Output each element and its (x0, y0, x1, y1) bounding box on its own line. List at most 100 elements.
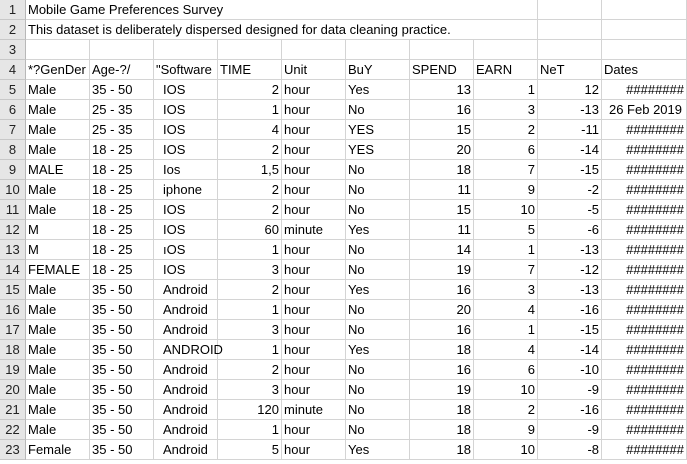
cell-buy[interactable]: Yes (346, 280, 410, 300)
cell-net[interactable]: -14 (538, 140, 602, 160)
cell-age[interactable]: 18 - 25 (90, 200, 154, 220)
cell-gender[interactable]: Male (26, 80, 90, 100)
row-header[interactable]: 2 (0, 20, 26, 40)
column-header-unit[interactable]: Unit (282, 60, 346, 80)
cell-dates[interactable]: ######## (602, 360, 687, 380)
sheet-title[interactable]: Mobile Game Preferences Survey (28, 2, 224, 17)
cell-net[interactable]: -9 (538, 420, 602, 440)
cell-time[interactable]: 1 (218, 240, 282, 260)
row-header[interactable]: 15 (0, 280, 26, 300)
cell-age[interactable]: 35 - 50 (90, 280, 154, 300)
empty-cell[interactable] (154, 40, 218, 60)
cell-gender[interactable]: MALE (26, 160, 90, 180)
cell-unit[interactable]: hour (282, 300, 346, 320)
cell-earn[interactable]: 6 (474, 140, 538, 160)
empty-cell[interactable] (154, 0, 218, 20)
cell-age[interactable]: 35 - 50 (90, 340, 154, 360)
cell-age[interactable]: 35 - 50 (90, 360, 154, 380)
cell-spend[interactable]: 18 (410, 160, 474, 180)
empty-cell[interactable] (90, 20, 154, 40)
cell-age[interactable]: 18 - 25 (90, 240, 154, 260)
cell-dates[interactable]: ######## (602, 320, 687, 340)
cell-earn[interactable]: 3 (474, 280, 538, 300)
cell-gender[interactable]: M (26, 240, 90, 260)
cell-dates[interactable]: ######## (602, 400, 687, 420)
cell-earn[interactable]: 10 (474, 440, 538, 460)
cell-net[interactable]: -2 (538, 180, 602, 200)
cell-software[interactable]: Android (154, 300, 218, 320)
cell-time[interactable]: 1 (218, 100, 282, 120)
empty-cell[interactable] (602, 40, 687, 60)
row-header[interactable]: 14 (0, 260, 26, 280)
cell-buy[interactable]: No (346, 420, 410, 440)
cell-net[interactable]: -14 (538, 340, 602, 360)
cell-dates[interactable]: ######## (602, 280, 687, 300)
cell-gender[interactable]: FEMALE (26, 260, 90, 280)
cell-gender[interactable]: Male (26, 420, 90, 440)
row-header[interactable]: 6 (0, 100, 26, 120)
cell-buy[interactable]: No (346, 240, 410, 260)
cell-spend[interactable]: 16 (410, 320, 474, 340)
cell-buy[interactable]: Yes (346, 220, 410, 240)
row-header[interactable]: 23 (0, 440, 26, 460)
cell-buy[interactable]: No (346, 200, 410, 220)
cell-net[interactable]: -13 (538, 240, 602, 260)
cell-spend[interactable]: 14 (410, 240, 474, 260)
cell-earn[interactable]: 9 (474, 420, 538, 440)
cell-time[interactable]: 60 (218, 220, 282, 240)
sheet-description[interactable]: This dataset is deliberately dispersed d… (28, 22, 451, 37)
cell-gender[interactable]: Male (26, 400, 90, 420)
cell-spend[interactable]: 11 (410, 220, 474, 240)
cell-time[interactable]: 5 (218, 440, 282, 460)
cell-dates[interactable]: ######## (602, 240, 687, 260)
empty-cell[interactable] (602, 20, 687, 40)
cell-net[interactable]: -5 (538, 200, 602, 220)
cell-buy[interactable]: No (346, 360, 410, 380)
cell-software[interactable]: Android (154, 380, 218, 400)
cell-gender[interactable]: Male (26, 100, 90, 120)
row-header[interactable]: 19 (0, 360, 26, 380)
cell-software[interactable]: Android (154, 360, 218, 380)
cell-age[interactable]: 35 - 50 (90, 300, 154, 320)
cell-software[interactable]: Android (154, 440, 218, 460)
empty-cell[interactable] (218, 20, 282, 40)
cell-net[interactable]: -9 (538, 380, 602, 400)
cell-gender[interactable]: M (26, 220, 90, 240)
cell-unit[interactable]: hour (282, 100, 346, 120)
cell-time[interactable]: 2 (218, 80, 282, 100)
cell-age[interactable]: 35 - 50 (90, 380, 154, 400)
cell-dates[interactable]: ######## (602, 440, 687, 460)
empty-cell[interactable] (218, 0, 282, 20)
cell-net[interactable]: -6 (538, 220, 602, 240)
column-header-software[interactable]: "Software (154, 60, 218, 80)
cell-dates[interactable]: ######## (602, 380, 687, 400)
cell-unit[interactable]: hour (282, 260, 346, 280)
cell-software[interactable]: IOS (154, 200, 218, 220)
empty-cell[interactable] (346, 20, 410, 40)
cell-buy[interactable]: No (346, 380, 410, 400)
empty-cell[interactable] (26, 0, 90, 20)
row-header[interactable]: 16 (0, 300, 26, 320)
row-header[interactable]: 20 (0, 380, 26, 400)
cell-net[interactable]: -16 (538, 300, 602, 320)
cell-spend[interactable]: 20 (410, 140, 474, 160)
cell-dates[interactable]: ######## (602, 180, 687, 200)
cell-time[interactable]: 2 (218, 140, 282, 160)
cell-spend[interactable]: 18 (410, 420, 474, 440)
cell-earn[interactable]: 9 (474, 180, 538, 200)
cell-buy[interactable]: No (346, 260, 410, 280)
cell-unit[interactable]: hour (282, 340, 346, 360)
cell-gender[interactable]: Male (26, 340, 90, 360)
cell-unit[interactable]: hour (282, 80, 346, 100)
cell-earn[interactable]: 2 (474, 400, 538, 420)
cell-dates[interactable]: ######## (602, 220, 687, 240)
cell-unit[interactable]: hour (282, 120, 346, 140)
column-header-spend[interactable]: SPEND (410, 60, 474, 80)
cell-unit[interactable]: hour (282, 200, 346, 220)
cell-spend[interactable]: 18 (410, 440, 474, 460)
cell-buy[interactable]: Yes (346, 80, 410, 100)
cell-earn[interactable]: 1 (474, 240, 538, 260)
cell-age[interactable]: 18 - 25 (90, 260, 154, 280)
empty-cell[interactable] (90, 40, 154, 60)
cell-unit[interactable]: hour (282, 160, 346, 180)
